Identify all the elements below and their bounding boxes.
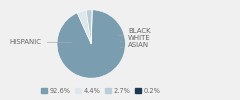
Legend: 92.6%, 4.4%, 2.7%, 0.2%: 92.6%, 4.4%, 2.7%, 0.2% [39, 85, 163, 97]
Text: HISPANIC: HISPANIC [10, 39, 71, 45]
Wedge shape [91, 10, 92, 44]
Text: WHITE: WHITE [120, 35, 151, 42]
Wedge shape [57, 10, 125, 78]
Wedge shape [77, 10, 91, 44]
Text: ASIAN: ASIAN [120, 42, 149, 48]
Text: BLACK: BLACK [119, 28, 151, 36]
Wedge shape [86, 10, 92, 44]
